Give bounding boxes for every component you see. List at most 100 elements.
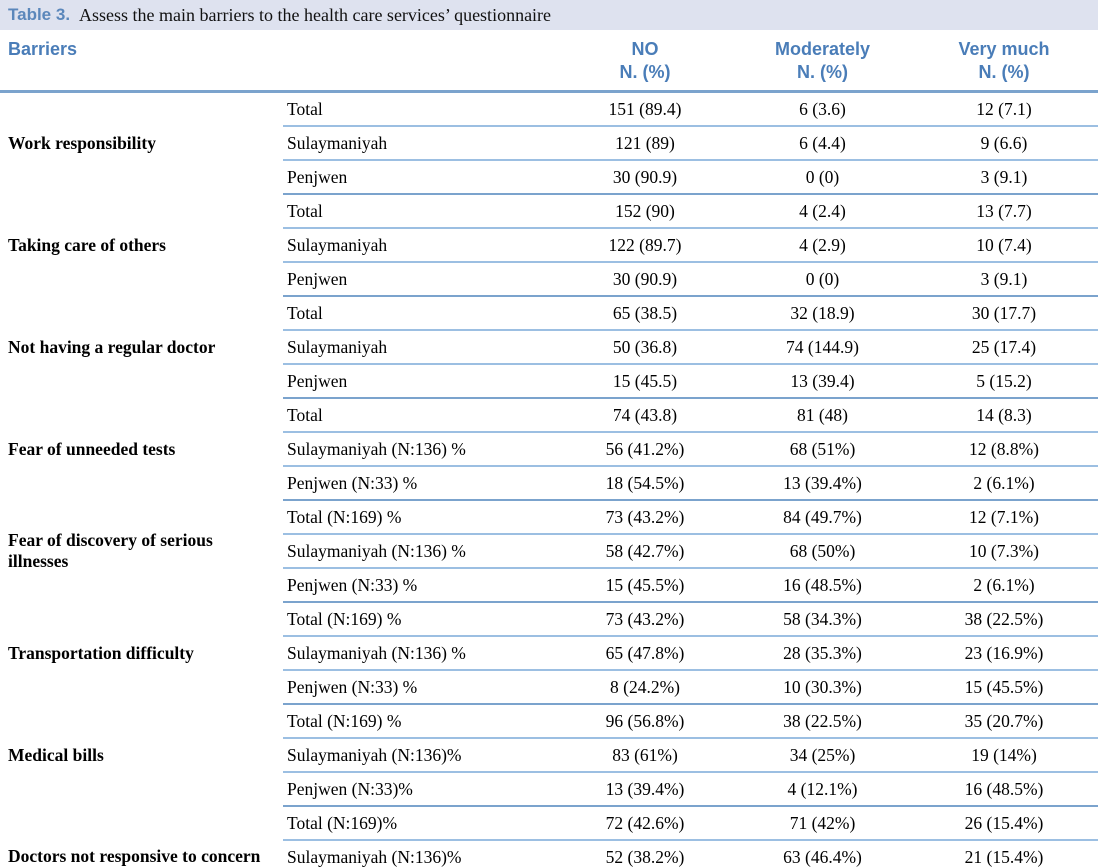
table-row: Sulaymaniyah (N:136) % 58 (42.7%) 68 (50%)… [0, 534, 1098, 569]
table-title: Assess the main barriers to the health c… [79, 4, 552, 25]
value-very-much: 26 (15.4%) [910, 806, 1098, 841]
row-label: Penjwen (N:33) % [283, 466, 555, 501]
row-label: Sulaymaniyah (N:136) % [283, 636, 555, 671]
value-moderately: 6 (3.6) [735, 91, 910, 127]
table-row: Sulaymaniyah (N:136)% 83 (61%) 34 (25%) 19 … [0, 738, 1098, 773]
row-label: Sulaymaniyah (N:136) % [283, 534, 555, 569]
row-label: Penjwen [283, 364, 555, 399]
table-caption-bar: Table 3. Assess the main barriers to the… [0, 0, 1098, 30]
table-row: Sulaymaniyah 122 (89.7) 4 (2.9) 10 (7.4) [0, 228, 1098, 263]
header-row: Barriers NO N. (%) Moderately N. (%) Very … [0, 30, 1098, 92]
value-very-much: 14 (8.3) [910, 398, 1098, 433]
row-label: Penjwen (N:33)% [283, 772, 555, 807]
table-row: Work responsibility Total 151 (89.4) 6 (3.6… [0, 91, 1098, 153]
value-very-much: 38 (22.5%) [910, 602, 1098, 637]
barrier-name: Not having a regular doctor [8, 336, 216, 357]
value-moderately: 0 (0) [735, 160, 910, 195]
value-very-much: 9 (6.6) [910, 126, 1098, 161]
value-moderately: 71 (42%) [735, 806, 910, 841]
value-no: 13 (39.4%) [555, 772, 735, 807]
barrier-name: Fear of discovery of serious illnesses [8, 530, 213, 571]
value-moderately: 84 (49.7%) [735, 500, 910, 535]
value-moderately: 58 (34.3%) [735, 602, 910, 637]
value-very-much: 3 (9.1) [910, 262, 1098, 297]
value-no: 152 (90) [555, 194, 735, 229]
value-moderately: 34 (25%) [735, 738, 910, 773]
value-very-much: 30 (17.7) [910, 296, 1098, 331]
value-no: 65 (38.5) [555, 296, 735, 331]
value-no: 30 (90.9) [555, 160, 735, 195]
value-no: 18 (54.5%) [555, 466, 735, 501]
value-no: 74 (43.8) [555, 398, 735, 433]
value-no: 122 (89.7) [555, 228, 735, 263]
row-label: Sulaymaniyah [283, 330, 555, 365]
value-moderately: 6 (4.4) [735, 126, 910, 161]
value-very-much: 13 (7.7) [910, 194, 1098, 229]
barrier-name: Transportation difficulty [8, 642, 194, 663]
barrier-name: Fear of unneeded tests [8, 438, 176, 459]
value-very-much: 25 (17.4) [910, 330, 1098, 365]
value-moderately: 38 (22.5%) [735, 704, 910, 739]
value-no: 65 (47.8%) [555, 636, 735, 671]
column-header-barriers: Barriers [8, 39, 78, 59]
value-moderately: 16 (48.5%) [735, 568, 910, 603]
value-no: 72 (42.6%) [555, 806, 735, 841]
row-label: Sulaymaniyah [283, 228, 555, 263]
row-label: Total [283, 194, 555, 229]
row-label: Penjwen [283, 160, 555, 195]
table-row: Fear of unneeded tests Total 74 (43.8) 81 (… [0, 398, 1098, 459]
table-header: Barriers NO N. (%) Moderately N. (%) Very … [0, 30, 1098, 92]
table-row: Penjwen 15 (45.5) 13 (39.4) 5 (15.2) [0, 364, 1098, 399]
value-moderately: 32 (18.9) [735, 296, 910, 331]
row-label: Penjwen [283, 262, 555, 297]
value-very-much: 21 (15.4%) [910, 840, 1098, 867]
table-row: Not having a regular doctor Total 65 (38.5… [0, 296, 1098, 357]
value-very-much: 12 (7.1) [910, 91, 1098, 127]
value-moderately: 68 (51%) [735, 432, 910, 467]
value-no: 121 (89) [555, 126, 735, 161]
value-very-much: 23 (16.9%) [910, 636, 1098, 671]
table-row: Penjwen (N:33) % 18 (54.5%) 13 (39.4%) 2 (6… [0, 466, 1098, 501]
value-moderately: 63 (46.4%) [735, 840, 910, 867]
row-label: Total (N:169) % [283, 500, 555, 535]
table-row: Doctors not responsive to concern Total (… [0, 806, 1098, 866]
table-row: Sulaymaniyah (N:136) % 56 (41.2%) 68 (51%)… [0, 432, 1098, 467]
value-moderately: 4 (2.4) [735, 194, 910, 229]
row-label: Penjwen (N:33) % [283, 670, 555, 705]
value-very-much: 12 (8.8%) [910, 432, 1098, 467]
value-very-much: 15 (45.5%) [910, 670, 1098, 705]
column-header-no: NO N. (%) [619, 39, 671, 82]
barrier-name: Taking care of others [8, 234, 166, 255]
table-row: Penjwen (N:33)% 13 (39.4%) 4 (12.1%) 16 (48… [0, 772, 1098, 807]
table-row: Sulaymaniyah 50 (36.8) 74 (144.9) 25 (17.4) [0, 330, 1098, 365]
value-very-much: 10 (7.3%) [910, 534, 1098, 569]
value-no: 52 (38.2%) [555, 840, 735, 867]
value-very-much: 3 (9.1) [910, 160, 1098, 195]
table-row: Penjwen (N:33) % 8 (24.2%) 10 (30.3%) 15 (4… [0, 670, 1098, 705]
row-label: Total [283, 91, 555, 127]
value-no: 56 (41.2%) [555, 432, 735, 467]
row-label: Sulaymaniyah (N:136)% [283, 738, 555, 773]
value-moderately: 81 (48) [735, 398, 910, 433]
column-header-very-much: Very much N. (%) [958, 39, 1050, 82]
value-very-much: 12 (7.1%) [910, 500, 1098, 535]
table-row: Sulaymaniyah (N:136)% 52 (38.2%) 63 (46.4%… [0, 840, 1098, 867]
value-moderately: 0 (0) [735, 262, 910, 297]
row-label: Total (N:169)% [283, 806, 555, 841]
value-no: 73 (43.2%) [555, 500, 735, 535]
value-moderately: 10 (30.3%) [735, 670, 910, 705]
value-moderately: 4 (2.9) [735, 228, 910, 263]
table-body: Work responsibility Total 151 (89.4) 6 (3.6… [0, 91, 1098, 867]
value-no: 30 (90.9) [555, 262, 735, 297]
value-no: 50 (36.8) [555, 330, 735, 365]
value-very-much: 10 (7.4) [910, 228, 1098, 263]
row-label: Total [283, 398, 555, 433]
value-no: 151 (89.4) [555, 91, 735, 127]
value-very-much: 35 (20.7%) [910, 704, 1098, 739]
value-no: 15 (45.5%) [555, 568, 735, 603]
value-no: 73 (43.2%) [555, 602, 735, 637]
row-label: Sulaymaniyah (N:136)% [283, 840, 555, 867]
value-very-much: 2 (6.1%) [910, 466, 1098, 501]
table-row: Transportation difficulty Total (N:169) %… [0, 602, 1098, 663]
